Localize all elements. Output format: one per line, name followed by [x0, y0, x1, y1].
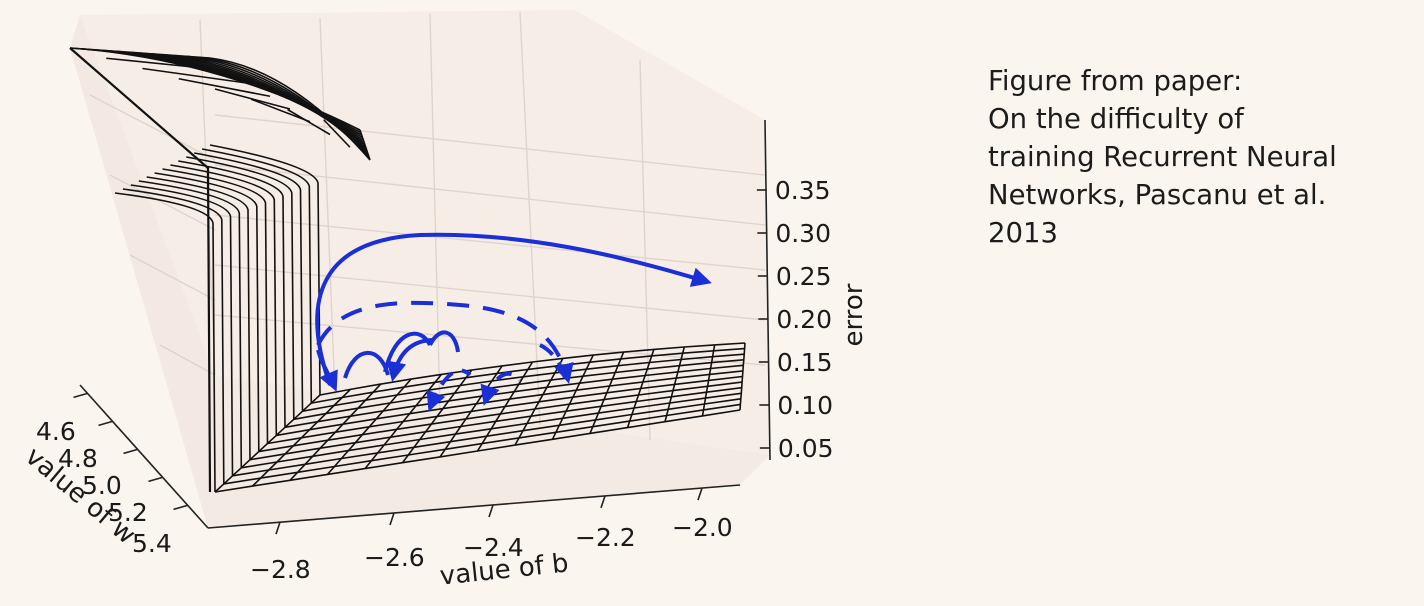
error-surface-mesh [69, 47, 746, 493]
plateau-cross [250, 98, 311, 123]
cliff-wall-strip [154, 172, 260, 452]
z-tick-label: 0.25 [776, 262, 832, 291]
y-tick-label: 4.6 [36, 417, 76, 446]
x-tick-mark [275, 521, 281, 535]
x-tick-mark [697, 487, 703, 501]
trajectory-bounce-1 [316, 349, 338, 392]
z-tick-label: 0.15 [777, 348, 833, 377]
surface-col [476, 361, 534, 452]
x-tick-mark [488, 504, 494, 518]
y-tick-mark [173, 504, 188, 511]
plateau-cross [323, 119, 351, 148]
trajectory-dash-low-2 [480, 371, 522, 406]
surface-col [589, 351, 625, 434]
y-tick-label: 5.4 [132, 529, 172, 558]
error-surface-plot: 0.35 0.30 0.25 0.20 0.15 0.10 0.05 error −2.8 −… [19, 10, 869, 592]
trajectory-long-jump [315, 232, 712, 386]
plateau-cross [359, 129, 371, 161]
x-tick-mark [389, 512, 395, 526]
caption-line-2: On the difficulty of [988, 103, 1244, 135]
x-axis-label: value of b [438, 548, 570, 591]
y-tick-label: 4.8 [58, 444, 98, 473]
caption-line-3: training Recurrent Neural [988, 141, 1337, 173]
y-tick-label: 5.2 [108, 498, 148, 527]
y-tick-mark [73, 392, 88, 399]
plateau-cross [178, 77, 271, 98]
y-tick-mark [98, 420, 113, 427]
z-tick-label: 0.20 [776, 305, 832, 334]
x-tick-label: −2.8 [250, 555, 311, 584]
trajectory-dash-low-3 [539, 343, 567, 379]
plateau-line [209, 57, 371, 161]
surface-col [439, 365, 503, 458]
figure-caption: Figure from paper: On the difficulty of … [988, 62, 1418, 252]
surface-col [326, 378, 412, 475]
surface-col [701, 344, 716, 417]
x-tick-label: −2.2 [575, 523, 636, 552]
cliff-wall-strip [194, 152, 304, 412]
cliff-wall-strip [170, 164, 278, 436]
z-axis-label: error [839, 283, 869, 346]
z-tick-label: 0.35 [775, 176, 831, 205]
y-tick-mark [148, 476, 163, 483]
surface-col [551, 354, 594, 440]
trajectory-dashed [316, 300, 574, 384]
caption-line-1: Figure from paper: [988, 65, 1243, 97]
cliff-wall-strip [201, 148, 313, 404]
plateau-cross [287, 108, 331, 136]
cliff-wall-strip [114, 192, 216, 493]
trajectory-bounce-5 [386, 338, 435, 382]
surface-col [664, 346, 686, 422]
surface-col [739, 342, 746, 411]
cliff-wall-strip [162, 168, 269, 444]
cliff-wall-strip [186, 156, 295, 420]
z-axis: 0.35 0.30 0.25 0.20 0.15 0.10 0.05 error [756, 119, 869, 463]
caption-line-5: 2013 [988, 217, 1058, 249]
x-tick-mark [600, 495, 606, 509]
cliff-wall-strip [122, 188, 225, 484]
x-tick-label: −2.0 [672, 513, 733, 542]
surface-edge [69, 47, 212, 493]
cliff-wall-strip [178, 160, 286, 428]
cliff-wall-strip [138, 180, 243, 468]
floor-pane [208, 375, 770, 528]
cliff-wall-strip [209, 144, 321, 396]
z-tick-label: 0.10 [777, 391, 833, 420]
surface-col [289, 383, 382, 481]
pane-grid [89, 11, 766, 441]
y-tick-mark [123, 448, 138, 455]
x-tick-label: −2.6 [364, 543, 425, 572]
surface-col [626, 349, 655, 428]
plateau-cross [142, 67, 251, 85]
z-tick-label: 0.30 [775, 219, 831, 248]
x-tick-label: −2.4 [463, 533, 524, 562]
surface-col [251, 388, 351, 487]
z-tick-label: 0.05 [778, 434, 834, 463]
gradient-trajectories [315, 232, 712, 412]
back-pane-left [70, 15, 215, 528]
trajectory-dash-low-1 [426, 368, 472, 412]
plateau-cross [106, 57, 231, 72]
cliff-wall-strip [146, 176, 251, 460]
surface-col [401, 369, 473, 464]
caption-line-4: Networks, Pascanu et al. [988, 179, 1327, 211]
back-pane-right [80, 10, 770, 455]
plateau-cross [69, 47, 211, 59]
y-tick-label: 5.0 [82, 471, 122, 500]
